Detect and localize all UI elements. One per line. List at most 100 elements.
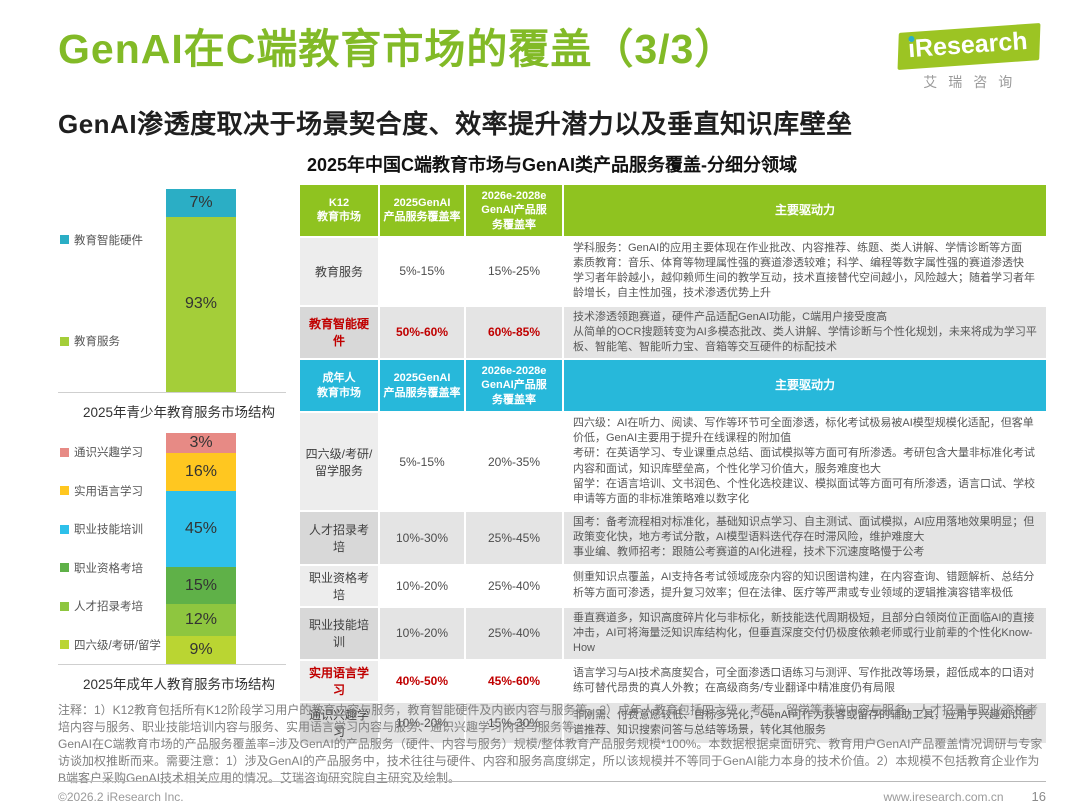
legend-swatch-icon [60, 235, 69, 245]
market-cell: 人才招录考培 [300, 512, 378, 564]
coverage-2025-cell: 40%-50% [380, 661, 464, 702]
legend-item: 教育服务 [60, 333, 164, 349]
header-coverage-2025-text: 2025GenAI 产品服务覆盖率 [383, 197, 461, 224]
market-cell: 四六级/考研/留学服务 [300, 412, 378, 511]
coverage-2025-cell-text: 5%-15% [399, 264, 445, 279]
bar-segment-label: 7% [189, 193, 213, 211]
coverage-2026-cell: 45%-60% [466, 661, 562, 702]
coverage-2026-cell: 15%-25% [466, 237, 562, 305]
legend-swatch-icon [60, 524, 69, 534]
bar-segment: 16% [166, 453, 236, 491]
coverage-2026-cell-text: 25%-40% [487, 578, 541, 593]
table-row: 四六级/考研/留学服务 5%-15% 20%-35% 四六级：AI在听力、阅读、写作等… [300, 412, 1046, 511]
header-drivers: 主要驱动力 [564, 185, 1046, 236]
market-cell: 实用语言学习 [300, 661, 378, 702]
drivers-cell-text: 侧重知识点覆盖，AI支持各考试领域庞杂内容的知识图谱构建，在内容查询、错题解析、… [573, 571, 1035, 599]
chart-caption: 2025年青少年教育服务市场结构 [82, 405, 276, 420]
legend-item: 职业资格考培 [60, 560, 164, 576]
charts-panel: 教育智能硬件 教育服务 7% 93% 2025年青少年教育服务市场结构通识兴趣学习 实用语… [58, 185, 286, 745]
table-row: 职业资格考培 10%-20% 25%-40% 侧重知识点覆盖，AI支持各考试领域庞杂内… [300, 565, 1046, 606]
header-market: 成年人 教育市场 [300, 360, 378, 411]
table-header-row-green: K12 教育市场 2025GenAI 产品服务覆盖率 2026e-2028e Gen… [300, 185, 1046, 236]
market-cell: 教育智能硬件 [300, 306, 378, 359]
drivers-cell: 四六级：AI在听力、阅读、写作等环节可全面渗透，标化考试极易被AI模型规模化适配… [564, 412, 1046, 511]
coverage-2026-cell: 25%-45% [466, 512, 562, 564]
coverage-2026-cell: 25%-40% [466, 565, 562, 606]
iresearch-logo-mark: i Research [897, 22, 1041, 71]
bar-segment-label: 93% [184, 295, 218, 313]
coverage-2025-cell-text: 40%-50% [395, 674, 449, 689]
legend-label: 人才招录考培 [74, 601, 143, 614]
coverage-2025-cell: 50%-60% [380, 306, 464, 359]
coverage-2025-cell: 10%-30% [380, 512, 464, 564]
bar-segment: 9% [166, 635, 236, 664]
website-link[interactable]: www.iresearch.com.cn [883, 789, 1004, 804]
bar-segment: 93% [166, 216, 236, 392]
table-row: 教育服务 5%-15% 15%-25% 学科服务：GenAI的应用主要体现在作业批改、… [300, 237, 1046, 305]
coverage-2025-cell: 10%-20% [380, 565, 464, 606]
drivers-cell: 非刚需、付费意愿较低、目标多元化，GenAI可作为获客或留存的辅助工具，应用于兴… [564, 703, 1046, 744]
bar-segment: 12% [166, 603, 236, 636]
table-row: 教育智能硬件 50%-60% 60%-85% 技术渗透领跑赛道，硬件产品适配GenAI… [300, 306, 1046, 359]
chart-body: 通识兴趣学习 实用语言学习 职业技能培训 职业资格考培 人才招录考培 四六级/考研/留学 3… [58, 433, 286, 665]
main-content: 教育智能硬件 教育服务 7% 93% 2025年青少年教育服务市场结构 通识兴趣学习 实用语… [58, 185, 1046, 745]
drivers-cell-text: 四六级：AI在听力、阅读、写作等环节可全面渗透，标化考试极易被AI模型规模化适配… [573, 416, 1035, 505]
drivers-cell: 垂直赛道多，知识高度碎片化与非标化，新技能迭代周期极短，且部分白领岗位正面临AI… [564, 607, 1046, 660]
coverage-2026-cell-text: 45%-60% [487, 674, 541, 689]
table-row: 通识兴趣学习 10%-20% 15%-30% 非刚需、付费意愿较低、目标多元化，Gen… [300, 703, 1046, 744]
legend-swatch-icon [60, 486, 69, 496]
legend-swatch-icon [60, 601, 69, 611]
market-cell-text: 教育服务 [314, 264, 363, 279]
legend-label: 职业资格考培 [74, 562, 143, 575]
page-title: GenAI在C端教育市场的覆盖（3/3） [58, 26, 737, 72]
page-number: 16 [1031, 789, 1046, 804]
stacked-bar: 3% 16% 45% 15% 12% 9% [166, 433, 236, 664]
footnotes: 注释：1）K12教育包括所有K12阶段学习用户的教育内容与服务，教育智能硬件及内… [58, 703, 1043, 786]
logo-chinese-name: 艾瑞咨询 [923, 74, 1024, 90]
header-coverage-2026: 2026e-2028e GenAI产品服 务覆盖率 [466, 360, 562, 411]
legend-swatch-icon [60, 447, 69, 457]
bar-segment-label: 12% [184, 610, 218, 628]
market-cell: 通识兴趣学习 [300, 703, 378, 744]
market-cell: 职业技能培训 [300, 607, 378, 660]
table-row: 职业技能培训 10%-20% 25%-40% 垂直赛道多，知识高度碎片化与非标化，新技… [300, 607, 1046, 660]
bar-segment-label: 45% [184, 520, 218, 538]
coverage-2026-cell: 20%-35% [466, 412, 562, 511]
market-cell: 职业资格考培 [300, 565, 378, 606]
header-coverage-2025: 2025GenAI 产品服务覆盖率 [380, 185, 464, 236]
legend-swatch-icon [60, 336, 69, 346]
slide-subtitle: GenAI渗透度取决于场景契合度、效率提升潜力以及垂直知识库壁垒 [58, 109, 853, 139]
bar-segment: 45% [166, 490, 236, 568]
legend-label: 通识兴趣学习 [74, 447, 143, 460]
coverage-2025-cell: 5%-15% [380, 237, 464, 305]
copyright-text: ©2026.2 iResearch Inc. [58, 789, 184, 804]
chart-block: 教育智能硬件 教育服务 7% 93% 2025年青少年教育服务市场结构 [58, 189, 286, 421]
bar-segment-label: 3% [189, 434, 213, 452]
legend-label: 教育智能硬件 [74, 234, 143, 247]
legend-swatch-icon [60, 563, 69, 573]
drivers-cell-text: 垂直赛道多，知识高度碎片化与非标化，新技能迭代周期极短，且部分白领岗位正面临AI… [573, 611, 1035, 654]
coverage-2025-cell-text: 10%-20% [395, 716, 449, 731]
market-cell-text: 实用语言学习 [308, 666, 369, 698]
coverage-2026-cell-text: 15%-25% [487, 264, 541, 279]
chart-body: 教育智能硬件 教育服务 7% 93% [58, 189, 286, 393]
page-footer: ©2026.2 iResearch Inc. www.iresearch.com… [58, 781, 1046, 804]
legend-item: 人才招录考培 [60, 598, 164, 614]
coverage-2026-cell: 15%-30% [466, 703, 562, 744]
drivers-cell-text: 语言学习与AI技术高度契合，可全面渗透口语练习与测评、写作批改等场景，超低成本的… [573, 666, 1035, 695]
chart-legend: 通识兴趣学习 实用语言学习 职业技能培训 职业资格考培 人才招录考培 四六级/考研/留学 [60, 433, 164, 664]
header-drivers-text: 主要驱动力 [774, 203, 835, 218]
legend-item: 通识兴趣学习 [60, 444, 164, 460]
coverage-2026-cell: 60%-85% [466, 306, 562, 359]
legend-label: 教育服务 [74, 336, 120, 349]
legend-item: 教育智能硬件 [60, 232, 164, 248]
header: GenAI在C端教育市场的覆盖（3/3） i Research 艾瑞咨询 [58, 22, 1046, 92]
bar-segment-label: 15% [184, 576, 218, 594]
coverage-2025-cell: 10%-20% [380, 703, 464, 744]
stacked-bar: 7% 93% [166, 189, 236, 392]
legend-label: 实用语言学习 [74, 485, 143, 498]
drivers-cell-text: 技术渗透领跑赛道，硬件产品适配GenAI功能，C端用户接受度高 从简单的OCR搜… [573, 310, 1037, 353]
legend-label: 职业技能培训 [74, 524, 143, 537]
logo-wordmark: Research [914, 26, 1029, 63]
